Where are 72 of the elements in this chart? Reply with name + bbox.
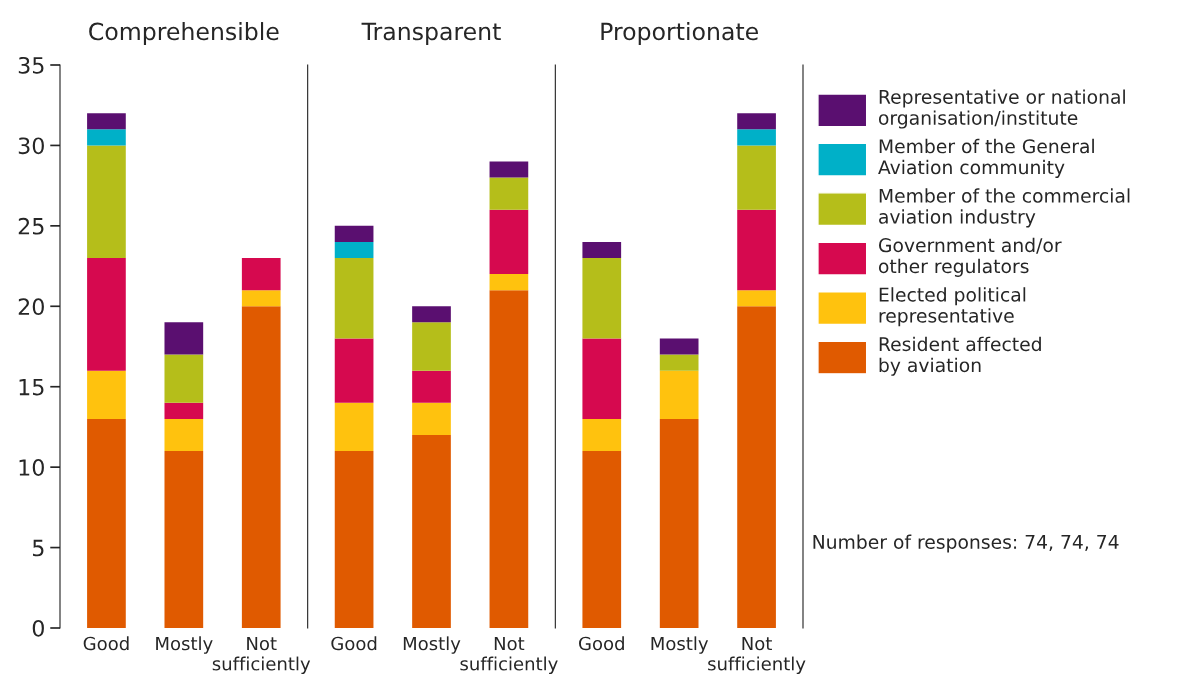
bar — [334, 241, 374, 259]
bar — [582, 451, 622, 628]
x-tick-label: Mostly — [651, 636, 709, 654]
legend-label: Elected political representative — [879, 287, 1026, 327]
bar — [489, 177, 529, 210]
bar — [334, 402, 374, 452]
y-tick-label: 0 — [32, 619, 44, 637]
bar — [737, 145, 776, 210]
bar — [582, 338, 622, 419]
x-tick-label: Mostly — [403, 636, 461, 654]
x-tick-label: Not sufficiently — [212, 636, 311, 675]
text: Number of responses: 74, 74, 74 — [813, 534, 1119, 553]
bar — [87, 418, 126, 628]
legend-label: Representative or national organisation/institute — [878, 89, 1125, 129]
bar — [582, 258, 622, 339]
bar — [334, 338, 374, 403]
bar — [737, 209, 776, 291]
bar — [87, 145, 126, 259]
x-tick-label: Good — [83, 636, 129, 651]
y-tick-label: 25 — [18, 217, 44, 235]
y-tick-label: 30 — [18, 137, 44, 155]
bar — [412, 402, 451, 435]
legend-label: Resident affected by aviation — [879, 336, 1041, 376]
bar — [659, 370, 699, 419]
bar — [412, 306, 451, 323]
legend-label: Government and/or other regulators — [878, 237, 1062, 277]
bar — [164, 402, 204, 419]
bar — [659, 354, 699, 371]
x-tick-label: Not sufficiently — [708, 636, 806, 675]
bar — [241, 306, 281, 628]
bar — [412, 370, 451, 403]
bar — [334, 225, 374, 242]
bar — [164, 418, 204, 452]
bar — [164, 451, 204, 628]
y-tick-label: 35 — [18, 56, 44, 74]
bar — [241, 258, 281, 291]
bar — [489, 209, 529, 275]
bar — [241, 290, 281, 307]
bar — [737, 129, 776, 146]
bar — [87, 129, 126, 146]
y-tick-label: 10 — [19, 459, 44, 476]
bar — [489, 274, 529, 291]
bar — [412, 322, 451, 371]
y-tick-label: 20 — [18, 298, 44, 316]
x-tick-label: Not sufficiently — [460, 636, 558, 675]
bar — [489, 290, 529, 628]
bar — [737, 113, 776, 130]
bar — [659, 418, 699, 628]
x-tick-label: Mostly — [156, 636, 213, 654]
x-tick-label: Good — [331, 636, 377, 651]
bar — [87, 258, 126, 371]
chart-title: Transparent — [361, 22, 501, 45]
bar — [412, 434, 451, 628]
bar — [334, 451, 374, 628]
bar — [582, 418, 622, 452]
bar — [737, 290, 776, 307]
legend-label: Member of the General Aviation community — [878, 138, 1094, 178]
bar — [87, 113, 126, 130]
x-tick-label: Good — [579, 636, 624, 651]
bar — [659, 338, 699, 355]
bar — [334, 258, 374, 339]
chart-title: Proportionate — [601, 22, 758, 45]
y-tick-label: 5 — [32, 539, 44, 557]
bar — [164, 322, 204, 355]
y-tick-label: 15 — [19, 378, 44, 396]
bar — [582, 241, 622, 259]
bar — [87, 370, 126, 419]
bar — [737, 306, 776, 628]
bar — [164, 354, 204, 403]
bar — [489, 161, 529, 178]
chart-title: Comprehensible — [89, 22, 279, 45]
legend-label: Member of the commercial aviation industry — [879, 188, 1130, 228]
